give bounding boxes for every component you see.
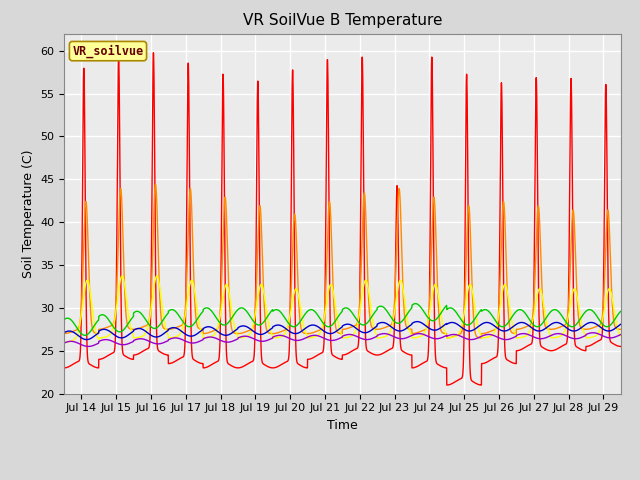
B-20_T <box>617 333 625 339</box>
B-40_T <box>174 326 182 332</box>
Legend: B-05_T, B-10_T, B-20_T, B-30_T, B-40_T, B-50_T: B-05_T, B-10_T, B-20_T, B-30_T, B-40_T, … <box>138 476 547 480</box>
B-40_T <box>83 336 90 342</box>
B-50_T <box>84 344 92 349</box>
B-40_T <box>414 319 422 324</box>
B-40_T <box>617 322 625 327</box>
B-20_T <box>174 333 182 338</box>
B-50_T <box>532 335 540 341</box>
B-20_T <box>414 335 422 340</box>
B-40_T <box>611 326 618 332</box>
B-30_T <box>174 312 182 317</box>
B-05_T <box>617 344 625 349</box>
B-05_T <box>611 342 618 348</box>
B-10_T <box>463 231 471 237</box>
B-10_T <box>174 324 182 330</box>
X-axis label: Time: Time <box>327 419 358 432</box>
B-40_T <box>463 328 471 334</box>
B-05_T <box>60 365 68 371</box>
B-10_T <box>499 210 506 216</box>
Line: B-40_T: B-40_T <box>64 322 621 339</box>
B-50_T <box>611 334 618 340</box>
B-20_T <box>499 289 506 295</box>
B-50_T <box>589 330 597 336</box>
B-10_T <box>443 335 451 341</box>
Text: VR_soilvue: VR_soilvue <box>72 44 143 58</box>
B-20_T <box>118 273 126 279</box>
B-20_T <box>60 339 68 345</box>
B-30_T <box>463 322 471 328</box>
B-05_T <box>443 382 451 388</box>
B-50_T <box>463 336 470 342</box>
B-05_T <box>414 363 422 369</box>
B-30_T <box>499 324 506 330</box>
B-05_T <box>499 154 506 159</box>
B-30_T <box>617 309 625 314</box>
B-05_T <box>174 357 182 362</box>
B-10_T <box>617 326 625 332</box>
B-40_T <box>532 327 540 333</box>
Title: VR SoilVue B Temperature: VR SoilVue B Temperature <box>243 13 442 28</box>
B-30_T <box>611 317 618 323</box>
B-50_T <box>617 332 625 337</box>
B-40_T <box>60 330 68 336</box>
B-10_T <box>611 323 618 329</box>
B-20_T <box>532 300 540 306</box>
B-30_T <box>414 301 422 307</box>
Line: B-30_T: B-30_T <box>64 303 621 336</box>
Line: B-05_T: B-05_T <box>64 53 621 385</box>
B-30_T <box>60 317 68 323</box>
B-05_T <box>532 84 540 89</box>
B-50_T <box>499 336 506 342</box>
B-20_T <box>463 293 470 299</box>
B-50_T <box>60 340 68 346</box>
Line: B-10_T: B-10_T <box>64 184 621 338</box>
Line: B-50_T: B-50_T <box>64 333 621 347</box>
B-10_T <box>532 250 540 255</box>
B-10_T <box>60 331 68 336</box>
B-50_T <box>414 331 422 336</box>
Y-axis label: Soil Temperature (C): Soil Temperature (C) <box>22 149 35 278</box>
B-10_T <box>152 181 159 187</box>
B-20_T <box>611 310 618 316</box>
B-30_T <box>81 333 89 338</box>
B-40_T <box>413 319 421 324</box>
B-30_T <box>412 300 419 306</box>
B-30_T <box>532 324 540 329</box>
Line: B-20_T: B-20_T <box>64 276 621 342</box>
B-05_T <box>463 82 471 87</box>
B-40_T <box>499 328 506 334</box>
B-50_T <box>174 336 182 341</box>
B-10_T <box>414 330 422 336</box>
B-05_T <box>150 50 157 56</box>
